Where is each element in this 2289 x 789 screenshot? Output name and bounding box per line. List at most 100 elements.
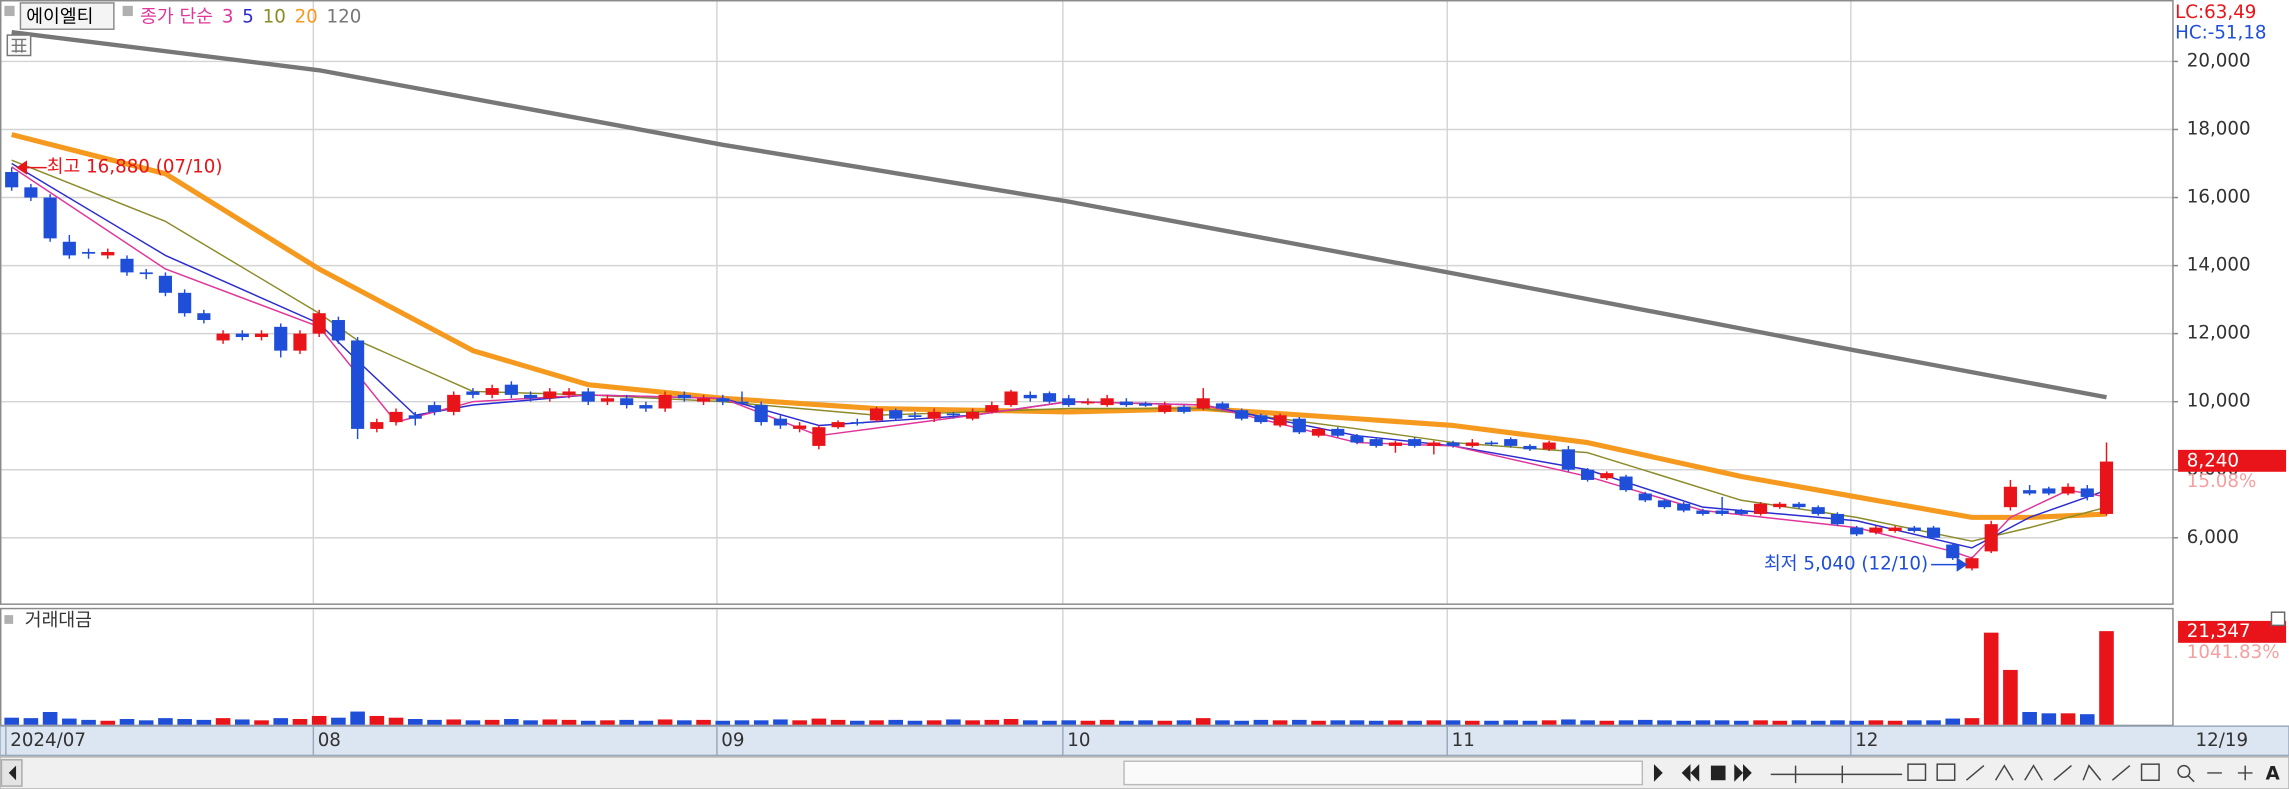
candle-body — [389, 411, 403, 423]
candle-body — [946, 413, 960, 416]
scroll-thumb[interactable] — [1123, 760, 1644, 786]
candle-body — [1907, 527, 1921, 531]
candle-body — [1427, 442, 1441, 446]
zoom-slider[interactable] — [1770, 765, 1903, 784]
volume-bar — [715, 720, 731, 725]
price-tag — [2178, 449, 2287, 472]
menu-icon[interactable] — [4, 5, 15, 17]
volume-bar — [311, 715, 327, 725]
volume-bar — [1503, 720, 1519, 725]
volume-bar — [811, 718, 827, 725]
volume-bar — [753, 720, 769, 725]
candle-body — [1811, 507, 1825, 514]
candle-body — [1542, 442, 1556, 450]
candle-body — [831, 422, 845, 428]
volume-bar — [984, 719, 1000, 725]
volume-bar — [657, 719, 673, 725]
candle-body — [274, 326, 288, 351]
candle-body — [1773, 503, 1787, 508]
volume-bar — [2079, 714, 2095, 725]
candle-body — [1273, 415, 1287, 426]
candle-body — [1581, 469, 1595, 480]
candle-body — [1734, 510, 1748, 514]
volume-bar — [1810, 720, 1826, 725]
volume-bar — [369, 715, 385, 725]
candle-body — [1504, 439, 1518, 446]
stock-box[interactable] — [19, 2, 115, 30]
candle-body — [1235, 410, 1249, 419]
candle-body — [1062, 398, 1076, 406]
candle-body — [1600, 473, 1614, 479]
volume-bar — [1234, 720, 1249, 725]
candle-body — [2003, 486, 2017, 508]
volume-bar — [1042, 720, 1057, 725]
volume-bar — [350, 711, 365, 725]
volume-bar — [1195, 718, 1211, 725]
candle-body — [793, 425, 807, 429]
candle-body — [2023, 490, 2037, 494]
volume-bar — [638, 720, 654, 725]
legend-icon[interactable] — [122, 5, 133, 17]
y-tick-label: 18,000 — [2187, 118, 2251, 139]
volume-bar — [273, 718, 289, 725]
volume-bar — [1753, 720, 1768, 725]
candle-body — [1696, 510, 1710, 514]
volume-bar — [2099, 631, 2114, 725]
volume-bar — [1272, 720, 1288, 725]
volume-bar — [542, 719, 558, 725]
legend-entry: 20 — [295, 7, 318, 28]
candle-body — [1984, 524, 1998, 552]
price-tag-label: 8,240 — [2187, 451, 2239, 472]
candle-body — [1484, 442, 1499, 445]
candle-body — [869, 408, 884, 421]
candle-body — [254, 333, 269, 338]
font-icon[interactable]: A — [2266, 763, 2281, 784]
volume-bar — [1368, 720, 1384, 725]
volume-bar — [965, 720, 980, 725]
close-button[interactable] — [2270, 611, 2286, 627]
y-tick-label: 14,000 — [2187, 255, 2251, 276]
table-icon — [11, 38, 27, 53]
volume-bar — [407, 719, 423, 725]
candle-body — [581, 391, 595, 402]
candle-body — [216, 333, 230, 341]
tool-icons[interactable] — [1907, 763, 2253, 783]
candle-body — [1753, 503, 1768, 514]
volume-bar — [619, 719, 634, 725]
candle-body — [543, 391, 557, 399]
x-end-label: 12/19 — [2196, 730, 2249, 751]
volume-bar — [196, 719, 212, 725]
candle-body — [1119, 401, 1133, 406]
volume-bar — [388, 717, 404, 725]
volume-bar — [1522, 720, 1538, 725]
volume-bar — [1695, 720, 1711, 725]
volume-change-label: 1041.83% — [2187, 642, 2280, 663]
volume-bar — [907, 720, 923, 725]
candle-body — [197, 313, 211, 321]
volume-bar — [465, 720, 481, 725]
candle-body — [773, 418, 787, 426]
candle-body — [447, 394, 461, 412]
ma-line — [11, 159, 2107, 542]
candle-body — [24, 187, 38, 198]
volume-bar — [1964, 718, 1980, 725]
candle-body — [312, 313, 326, 334]
volume-bar — [1907, 720, 1922, 725]
volume-icon[interactable] — [4, 615, 14, 624]
volume-bar — [292, 719, 308, 725]
candle-body — [1638, 493, 1652, 501]
volume-bar — [1253, 719, 1269, 725]
volume-bar — [523, 720, 538, 725]
volume-bar — [888, 719, 904, 725]
volume-bar — [792, 720, 807, 725]
candle-body — [466, 391, 480, 395]
volume-bar — [1484, 720, 1499, 725]
date-axis — [0, 725, 2289, 757]
volume-bar — [1887, 720, 1903, 725]
volume-bar — [446, 719, 462, 725]
candle-body — [735, 401, 749, 404]
volume-bar — [696, 719, 711, 725]
volume-bar — [1926, 720, 1941, 725]
volume-bar — [1772, 720, 1788, 725]
candle-body — [370, 422, 384, 429]
